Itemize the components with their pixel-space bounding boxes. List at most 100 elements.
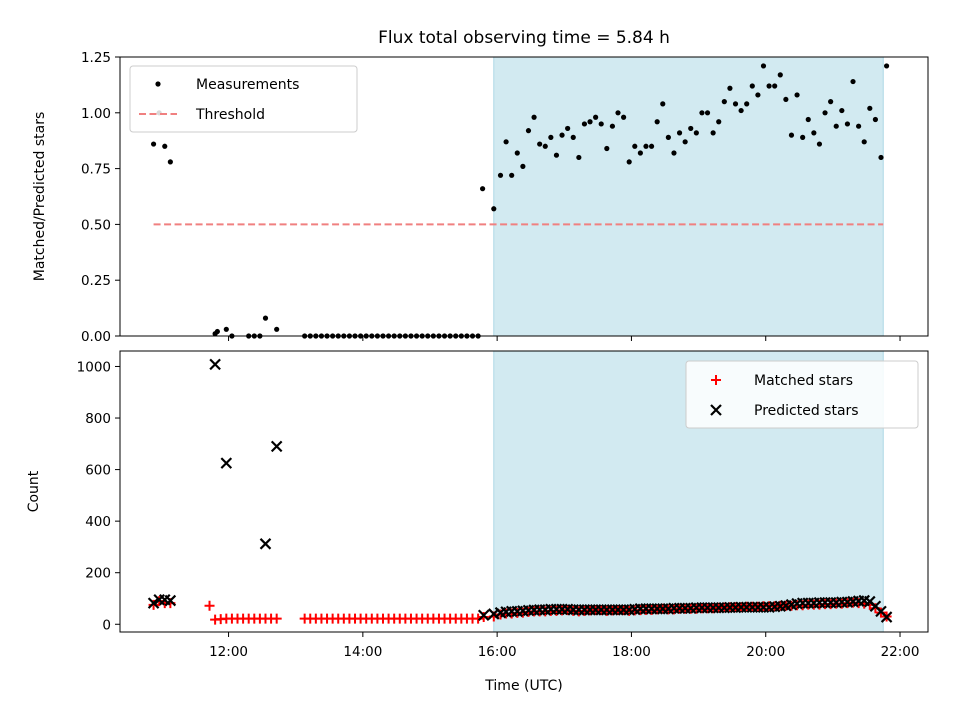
measurement-point [570, 134, 576, 140]
measurement-point [531, 114, 537, 120]
measurement-point [833, 123, 839, 129]
measurement-point [214, 328, 220, 335]
measurement-point [856, 123, 862, 129]
measurement-point [744, 101, 750, 107]
measurement-point [525, 128, 532, 134]
matched-star-point [271, 613, 282, 624]
y-tick-label: 0.25 [81, 273, 111, 289]
y-tick-label: 1000 [77, 359, 111, 375]
measurement-point [274, 326, 280, 332]
measurement-point [654, 119, 660, 125]
measurement-point [861, 139, 867, 145]
legend-marker-predicted-stars [710, 404, 722, 416]
measurement-point [693, 130, 699, 136]
measurement-point [710, 130, 716, 136]
measurement-point [598, 121, 604, 127]
measurement-point [805, 116, 811, 123]
shaded-interval [493, 56, 884, 337]
measurement-point [822, 110, 828, 116]
measurement-point [491, 206, 497, 212]
legend: Measurements Threshold [129, 65, 358, 133]
measurement-point [766, 83, 772, 89]
measurement-point [626, 159, 632, 165]
measurement-point [788, 132, 795, 138]
measurement-point [704, 110, 711, 116]
predicted-star-point [209, 358, 221, 371]
y-tick-label: 600 [85, 463, 111, 479]
y-axis-label: Count [26, 470, 42, 512]
measurement-point [648, 143, 655, 149]
measurement-point [682, 139, 688, 145]
series-predicted-stars [147, 358, 893, 623]
measurement-point [503, 139, 509, 145]
x-tick-label: 16:00 [478, 644, 517, 660]
y-tick-label: 400 [85, 514, 111, 530]
measurement-point [520, 163, 526, 169]
measurement-point [587, 119, 593, 125]
measurement-point [688, 125, 694, 132]
bottom-panel: 0 200 400 600 800 1000 12:00 14:00 16:00 18:00 20:… [26, 350, 929, 694]
measurement-point [828, 99, 834, 105]
legend-label-predicted-stars: Predicted stars [754, 403, 859, 419]
measurement-point [755, 92, 761, 98]
measurement-point [537, 141, 543, 147]
measurement-point [867, 105, 873, 111]
measurement-point [643, 143, 649, 149]
measurement-point [872, 116, 879, 123]
measurement-point [565, 125, 571, 132]
measurement-point [794, 92, 800, 98]
legend-marker-measurements [155, 81, 161, 87]
measurement-point [716, 119, 722, 125]
measurement-point [609, 123, 616, 129]
measurement-point [162, 143, 168, 149]
measurement-point [850, 78, 856, 85]
measurement-point [593, 114, 599, 120]
legend-label-matched-stars: Matched stars [754, 373, 853, 389]
measurement-point [497, 172, 504, 178]
legend-marker-matched-stars [711, 375, 721, 385]
measurement-point [844, 121, 851, 127]
y-tick-label: 0.00 [81, 329, 111, 345]
measurement-point [816, 141, 823, 147]
measurement-point [699, 110, 705, 116]
measurement-point [676, 130, 683, 136]
x-tick-label: 18:00 [612, 644, 651, 660]
measurement-point [514, 150, 520, 156]
x-axis-label: Time (UTC) [484, 678, 562, 694]
measurement-point [883, 63, 890, 69]
axes-frame [119, 350, 929, 633]
chart-title: Flux total observing time = 5.84 h [378, 28, 670, 48]
y-tick-label: 0.50 [81, 217, 111, 233]
measurement-point [665, 134, 671, 140]
predicted-star-point [147, 597, 160, 609]
legend-label-measurements: Measurements [196, 77, 299, 93]
matched-star-point [204, 600, 215, 611]
legend: Matched stars Predicted stars [685, 360, 919, 429]
measurement-point [777, 72, 783, 78]
legend-box [129, 65, 358, 133]
measurement-point [811, 130, 817, 136]
measurement-point [632, 143, 638, 149]
measurement-point [548, 134, 554, 140]
y-tick-label: 1.00 [81, 106, 111, 122]
measurement-point [671, 150, 677, 156]
measurement-point [839, 107, 845, 114]
y-tick-label: 0 [102, 617, 111, 633]
measurement-point [738, 107, 744, 114]
measurement-point [878, 154, 884, 161]
measurement-point [262, 315, 269, 321]
measurement-point [150, 141, 157, 147]
legend-box [685, 360, 919, 429]
y-tick-label: 1.25 [81, 50, 111, 66]
predicted-star-point [477, 609, 490, 622]
predicted-star-point [270, 440, 283, 453]
measurement-point [542, 143, 548, 149]
predicted-star-point [164, 594, 177, 607]
measurement-point [749, 83, 755, 89]
x-tick-label: 14:00 [343, 644, 382, 660]
measurement-point [721, 99, 727, 105]
measurement-point [772, 83, 778, 89]
measurement-point [621, 114, 627, 120]
measurement-point [604, 145, 610, 152]
top-panel: 0.00 0.25 0.50 0.75 1.00 1.25 Matched/Predicte… [32, 50, 929, 345]
